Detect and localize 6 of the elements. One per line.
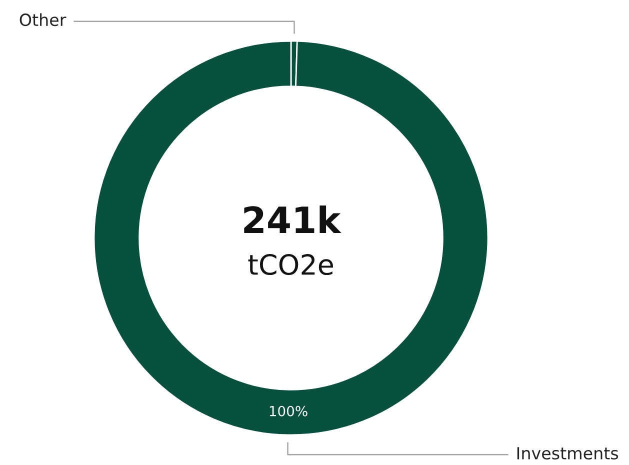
text: tCO2e [248, 254, 333, 276]
donut-slice [93, 40, 489, 436]
data-label: 100% [270, 406, 308, 416]
slice-label: Investments [517, 447, 618, 460]
slice-label: Other [20, 13, 66, 26]
text: 241k [244, 206, 342, 233]
